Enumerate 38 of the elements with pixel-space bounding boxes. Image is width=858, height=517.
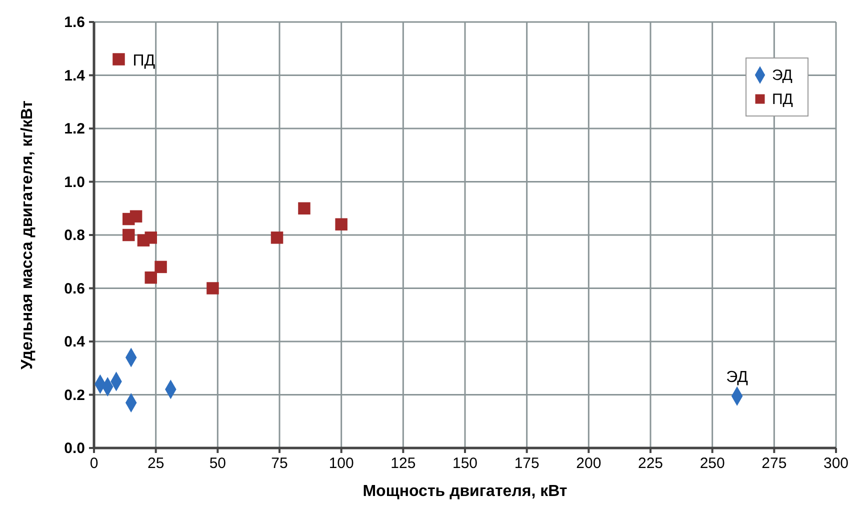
point (144, 232, 158, 244)
y-tick-label: 0.2 (64, 386, 85, 404)
x-axis-title: Мощность двигателя, кВт (362, 483, 568, 500)
x-tick-label: 0 (90, 455, 98, 472)
x-tick-label: 25 (147, 455, 164, 472)
legend-label: ЭД (772, 67, 792, 84)
y-tick-label: 1.2 (64, 120, 85, 138)
point (206, 282, 219, 294)
y-axis-title: Удельная масса двигателя, кг/кВт (19, 100, 36, 370)
x-tick-label: 225 (638, 455, 664, 472)
x-tick-label: 100 (328, 455, 354, 472)
x-tick-label: 275 (762, 455, 787, 472)
annotation: ПД (132, 52, 156, 70)
point (154, 260, 167, 274)
legend-label: ПД (772, 91, 793, 108)
y-tick-label: 0.8 (64, 227, 85, 244)
y-tick-label: 0.4 (64, 334, 86, 350)
point (298, 202, 310, 214)
point (335, 218, 348, 230)
point (122, 228, 135, 242)
point (144, 271, 158, 284)
y-tick-label: 0.6 (64, 280, 85, 298)
point (270, 232, 284, 244)
y-tick-label: 1.0 (64, 174, 85, 191)
x-tick-label: 250 (700, 455, 725, 472)
y-tick-label: 0.0 (64, 440, 85, 457)
annotation: ЭД (726, 369, 748, 386)
x-tick-label: 50 (209, 455, 226, 472)
x-tick-label: 150 (452, 455, 478, 472)
point (112, 53, 125, 66)
x-tick-label: 125 (390, 455, 416, 472)
x-tick-label: 175 (514, 455, 540, 472)
x-tick-label: 200 (576, 455, 602, 472)
y-tick-label: 1.6 (64, 14, 85, 31)
y-tick-label: 1.4 (64, 67, 86, 84)
x-tick-label: 75 (271, 455, 288, 472)
point (130, 210, 142, 222)
x-tick-label: 300 (823, 455, 849, 472)
